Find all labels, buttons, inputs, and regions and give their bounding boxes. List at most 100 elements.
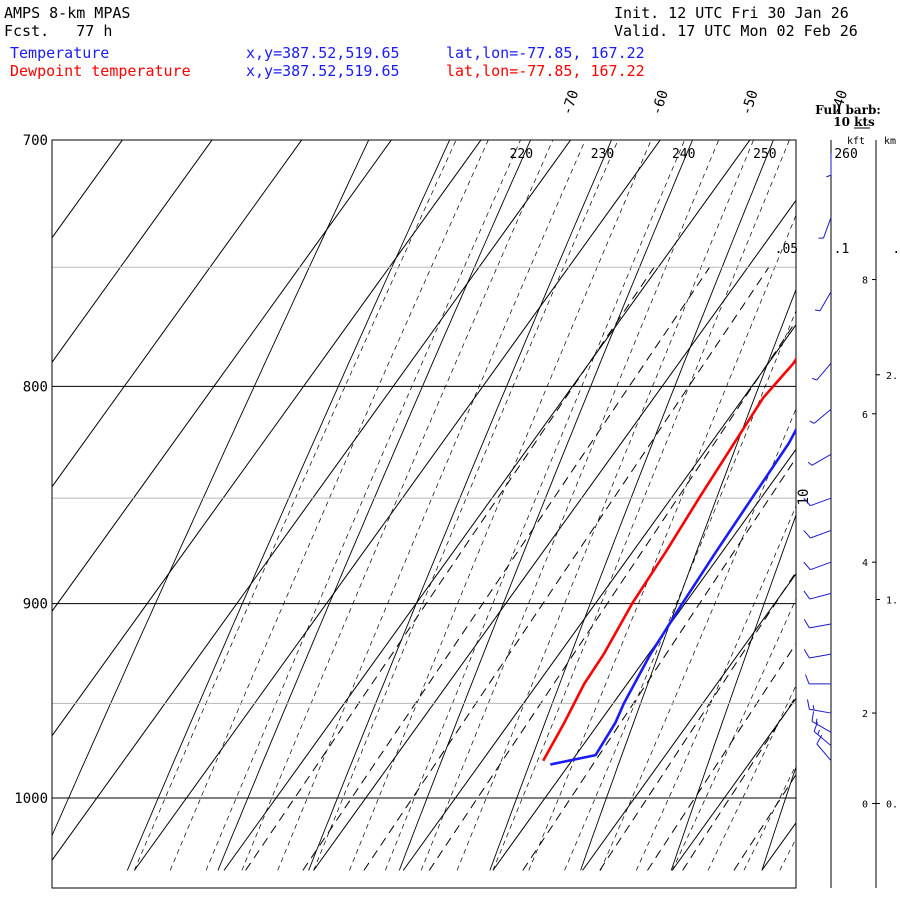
isotherm-line [671, 697, 796, 871]
wind-barb-full [803, 649, 810, 659]
side-label-group: 10 [796, 489, 812, 506]
wind-barb-staff [809, 623, 832, 629]
wind-barb [806, 699, 832, 714]
dry-adiabat-line [580, 288, 796, 871]
temperature-tick-label: -60 [649, 88, 672, 117]
moist-adiabat-line [134, 140, 457, 871]
wind-barb-full [804, 674, 810, 685]
wind-barb [803, 529, 832, 539]
legend-dewpoint-xy: x,y=387.52,519.65 [246, 62, 400, 80]
moist-adiabat-line [671, 598, 796, 871]
wind-barb [809, 408, 832, 424]
isotherm-line [52, 140, 213, 364]
isotherm-line [52, 140, 124, 239]
kft-tick-label: 2 [862, 709, 868, 720]
wind-barb [811, 362, 832, 381]
dry-adiabat-line [308, 140, 612, 871]
height-axis: kft km 0 2 4 6 8 0. 1. 2. [847, 136, 898, 888]
dry-adiabat-label: 260 [834, 147, 857, 162]
wind-barb-full [803, 590, 811, 600]
mixing-ratio-label: .2 [892, 242, 900, 257]
moist-adiabat-line [635, 505, 796, 871]
dry-adiabat-label: 240 [672, 147, 695, 162]
legend-temperature-latlon: lat,lon=-77.85, 167.22 [446, 44, 645, 62]
isotherm-line [52, 140, 392, 613]
dry-adiabat-line [489, 140, 774, 871]
wind-barb [813, 721, 832, 746]
mixing-ratio-line [599, 571, 796, 871]
isotherm-line [0, 113, 52, 870]
wind-barb [811, 711, 832, 733]
moist-adiabat-line [743, 764, 796, 871]
wind-barb [803, 618, 832, 629]
forecast-hour: Fcst. 77 h [4, 22, 113, 40]
dry-adiabat-line [398, 140, 693, 871]
wind-barb [807, 453, 832, 466]
wind-barb-staff [810, 561, 832, 571]
dry-adiabat-line [52, 140, 370, 837]
wind-barb-staff [810, 529, 832, 539]
km-tick-label: 0. [886, 800, 898, 811]
diagram-labels: 7008009001000-70-60-50-40-30-20-10022023… [14, 88, 900, 807]
mixing-ratio-line [733, 773, 796, 871]
wind-barb [816, 734, 832, 762]
legend-temperature-label: Temperature [10, 44, 110, 62]
wind-barb-full [803, 497, 811, 507]
wind-barb [803, 497, 832, 507]
km-tick-label: 2. [886, 371, 898, 382]
km-axis-label: km [884, 136, 896, 147]
wind-barb-staff [816, 362, 832, 381]
wind-barb-staff [816, 743, 832, 762]
wind-barb-half [815, 718, 818, 724]
temperature-tick-label: -50 [739, 88, 762, 117]
moist-adiabat-line [277, 140, 586, 871]
wind-barb-full [806, 699, 810, 710]
isotherm-line [492, 448, 796, 871]
mixing-ratio-line [522, 457, 796, 871]
wind-barb-staff [810, 497, 832, 507]
km-tick-label: 1. [886, 596, 898, 607]
wind-barb [803, 649, 832, 659]
side-label: 10 [796, 489, 812, 506]
init-time: Init. 12 UTC Fri 30 Jan 26 [614, 4, 849, 22]
wind-barb-full [813, 721, 818, 732]
isotherm-line [52, 140, 572, 862]
dry-adiabat-line [670, 513, 796, 871]
temperature-tick-label-group: -70 [559, 88, 582, 117]
wind-barb-full [803, 561, 811, 571]
wind-barb-full [803, 618, 810, 629]
moist-adiabat-line [385, 140, 685, 871]
dry-adiabat-label: 220 [510, 147, 533, 162]
moist-adiabat-line [349, 140, 652, 871]
mixing-ratio-line [363, 267, 770, 871]
isotherm-line [223, 140, 751, 871]
wind-barb-staff [823, 217, 832, 239]
wind-barb-half [817, 729, 820, 735]
sounding-profiles [542, 356, 796, 766]
wind-barb-half [826, 174, 832, 178]
pressure-tick-label: 1000 [14, 791, 48, 807]
wind-barb [826, 153, 832, 178]
isotherm-line [582, 573, 796, 871]
pressure-tick-label: 800 [23, 379, 48, 395]
wind-barb [804, 674, 831, 685]
mixing-ratio-label: .05 [775, 242, 798, 257]
wind-barb-staff [813, 731, 832, 746]
barb-legend-line1: Full barb: [815, 103, 881, 117]
moist-adiabat-line [707, 684, 796, 871]
legend-temperature-xy: x,y=387.52,519.65 [246, 44, 400, 62]
dry-adiabat-label: 230 [591, 147, 614, 162]
wind-barb-half [812, 705, 815, 711]
wind-barb-staff [809, 592, 832, 600]
moist-adiabat-line [564, 309, 796, 871]
dry-adiabat-line [217, 140, 532, 871]
wind-barb [803, 561, 832, 571]
wind-barb [814, 291, 832, 312]
wind-barb-staff [811, 720, 832, 733]
mixing-ratio-label: .1 [834, 242, 850, 257]
kft-tick-label: 6 [862, 410, 868, 421]
kft-tick-label: 8 [862, 276, 868, 287]
plot-frame [51, 139, 797, 889]
wind-barb-half [807, 461, 813, 466]
mixing-ratio-line [302, 267, 711, 871]
